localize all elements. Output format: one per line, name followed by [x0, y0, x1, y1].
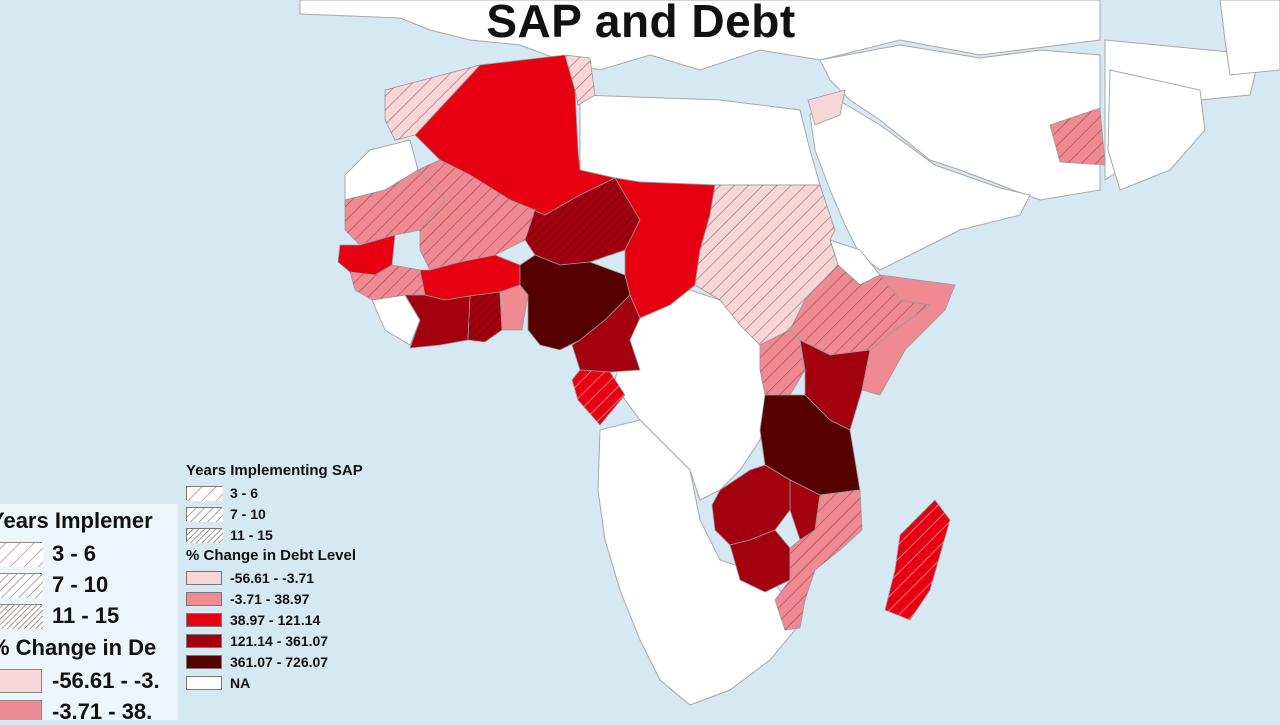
- debt-color-swatch: [0, 699, 42, 720]
- debt-color-swatch: [186, 633, 222, 648]
- debt-label: NA: [230, 674, 251, 691]
- debt-label: -56.61 - -3.71: [230, 569, 315, 586]
- debt-color-swatch: [186, 570, 222, 585]
- debt-color-swatch: [186, 654, 222, 669]
- sap-hatch-madagascar: [885, 500, 950, 620]
- ghost-debt-label: -3.71 - 38.: [52, 698, 153, 721]
- ghost-debt-row: -56.61 - -3.: [0, 665, 178, 696]
- debt-color-swatch: [0, 668, 42, 693]
- sap-hatch-mali: [418, 160, 535, 270]
- debt-row: -56.61 - -3.71: [186, 567, 410, 588]
- map-legend: Years Implementing SAP 3 - 6 7 - 10 11 -…: [186, 460, 410, 693]
- country-cameroon: [571, 294, 641, 373]
- debt-row: 121.14 - 361.07: [186, 630, 410, 651]
- hatch-sparse-swatch: [186, 485, 223, 501]
- country-togo-benin: [499, 284, 529, 331]
- ghost-debt-heading: % Change in De: [0, 635, 157, 660]
- debt-label: 361.07 - 726.07: [230, 653, 329, 670]
- ghost-debt-row: -3.71 - 38.: [0, 696, 178, 720]
- ghost-debt-label: -56.61 - -3.: [52, 667, 160, 693]
- years-row: 11 - 15: [186, 524, 410, 545]
- hatch-sparse-swatch: [0, 541, 43, 567]
- debt-row: 361.07 - 726.07: [186, 651, 410, 672]
- ghost-years-label: 7 - 10: [52, 571, 109, 597]
- map-title: SAP and Debt: [486, 0, 796, 47]
- sap-hatch-mauritania: [345, 160, 445, 245]
- ghost-years-row: 11 - 15: [0, 600, 178, 631]
- years-label: 3 - 6: [230, 484, 259, 501]
- debt-color-swatch: [186, 675, 222, 690]
- ghost-years-row: 3 - 6: [0, 538, 178, 569]
- years-row: 3 - 6: [186, 482, 410, 503]
- debt-label: 38.97 - 121.14: [230, 611, 321, 628]
- sap-hatch-pakistan: [1050, 108, 1105, 165]
- debt-heading: % Change in Debt Level: [186, 547, 357, 564]
- sap-hatch-mozambique: [775, 490, 862, 630]
- hatch-dense-swatch: [186, 527, 223, 543]
- ghost-years-heading: Years Implemer: [0, 508, 153, 533]
- hatch-medium-swatch: [0, 572, 43, 598]
- sap-hatch-ghana: [468, 292, 502, 342]
- country-layer: [337, 54, 1106, 631]
- ghost-years-row: 7 - 10: [0, 569, 178, 600]
- years-label: 7 - 10: [230, 505, 266, 522]
- sap-hatch-tunisia: [565, 55, 595, 105]
- debt-row: -3.71 - 38.97: [186, 588, 410, 609]
- years-heading: Years Implementing SAP: [186, 462, 363, 479]
- background-land: [299, 0, 1280, 706]
- sap-hatch-gabon: [572, 370, 625, 425]
- country-jordan: [807, 89, 846, 126]
- years-label: 11 - 15: [230, 526, 273, 543]
- debt-row: 38.97 - 121.14: [186, 609, 410, 630]
- sap-hatch-morocco: [385, 65, 480, 140]
- ghost-years-label: 11 - 15: [52, 602, 120, 628]
- hatch-medium-swatch: [186, 506, 223, 522]
- debt-label: -3.71 - 38.97: [230, 590, 310, 607]
- years-row: 7 - 10: [186, 503, 410, 524]
- debt-color-swatch: [186, 591, 222, 606]
- hatch-dense-swatch: [0, 603, 43, 629]
- sap-hatch-niger: [510, 178, 640, 265]
- debt-row: NA: [186, 672, 410, 693]
- debt-label: 121.14 - 361.07: [230, 632, 329, 649]
- ghost-legend: Years Implemer 3 - 6 7 - 10 11 - 15 % Ch…: [0, 504, 178, 720]
- sap-hatch-uganda: [760, 330, 805, 395]
- ghost-years-label: 3 - 6: [52, 540, 97, 566]
- debt-color-swatch: [186, 612, 222, 627]
- sap-hatch-guinea: [350, 265, 425, 300]
- sap-hatch-ethiopia: [790, 265, 930, 355]
